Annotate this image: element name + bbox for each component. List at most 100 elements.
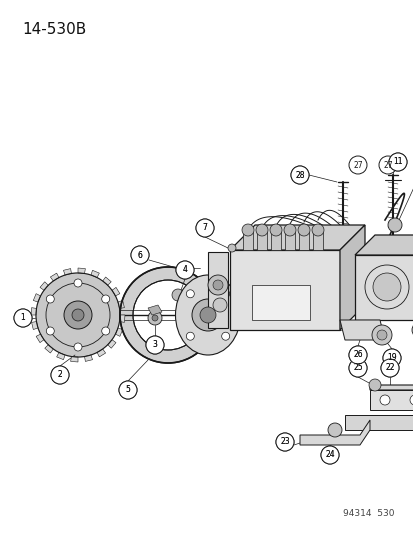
Polygon shape	[118, 301, 124, 309]
Polygon shape	[71, 357, 78, 362]
Circle shape	[269, 224, 281, 236]
Circle shape	[388, 153, 406, 171]
Circle shape	[380, 359, 398, 377]
Polygon shape	[354, 255, 413, 320]
Text: 22: 22	[385, 364, 394, 373]
Circle shape	[378, 156, 396, 174]
Polygon shape	[115, 328, 122, 336]
Circle shape	[327, 423, 341, 437]
Circle shape	[51, 366, 69, 384]
Circle shape	[376, 330, 386, 340]
Circle shape	[283, 224, 295, 236]
Circle shape	[131, 246, 149, 264]
Circle shape	[348, 359, 366, 377]
Polygon shape	[40, 282, 48, 290]
Text: 19: 19	[386, 353, 396, 362]
Polygon shape	[31, 308, 36, 315]
Text: 27: 27	[352, 160, 362, 169]
Circle shape	[64, 301, 92, 329]
Circle shape	[380, 359, 398, 377]
Circle shape	[72, 309, 84, 321]
Circle shape	[119, 381, 137, 399]
Text: 28: 28	[294, 171, 304, 180]
Polygon shape	[50, 273, 59, 281]
Polygon shape	[133, 280, 202, 350]
Polygon shape	[78, 268, 85, 273]
Polygon shape	[207, 252, 228, 328]
Polygon shape	[298, 232, 308, 250]
Circle shape	[177, 263, 187, 273]
Polygon shape	[107, 340, 116, 348]
Polygon shape	[102, 277, 111, 285]
Circle shape	[102, 327, 109, 335]
Text: 22: 22	[385, 364, 394, 373]
Circle shape	[387, 218, 401, 232]
Circle shape	[221, 290, 229, 298]
Circle shape	[311, 224, 323, 236]
Polygon shape	[339, 225, 364, 330]
Circle shape	[176, 261, 194, 279]
Text: 4: 4	[182, 265, 187, 274]
Text: 24: 24	[324, 450, 334, 459]
Polygon shape	[242, 232, 252, 250]
Polygon shape	[284, 232, 294, 250]
Polygon shape	[312, 232, 322, 250]
Circle shape	[146, 336, 164, 354]
Polygon shape	[31, 321, 38, 329]
Circle shape	[371, 325, 391, 345]
Circle shape	[348, 346, 366, 364]
Ellipse shape	[175, 275, 240, 355]
Circle shape	[74, 279, 82, 287]
Polygon shape	[256, 232, 266, 250]
Polygon shape	[344, 415, 413, 430]
Polygon shape	[230, 250, 339, 330]
Polygon shape	[369, 390, 413, 410]
Polygon shape	[57, 352, 65, 360]
Polygon shape	[252, 285, 309, 320]
Polygon shape	[97, 349, 105, 357]
Polygon shape	[45, 345, 53, 353]
Text: 26: 26	[352, 351, 362, 359]
Circle shape	[290, 166, 308, 184]
Circle shape	[275, 433, 293, 451]
Circle shape	[379, 395, 389, 405]
Text: 23: 23	[280, 438, 289, 447]
Text: 19: 19	[386, 353, 396, 362]
Text: 6: 6	[137, 251, 142, 260]
Circle shape	[348, 156, 366, 174]
Circle shape	[275, 433, 293, 451]
Polygon shape	[147, 305, 161, 315]
Circle shape	[207, 275, 228, 295]
Circle shape	[242, 224, 254, 236]
Circle shape	[14, 309, 32, 327]
Circle shape	[320, 446, 338, 464]
Polygon shape	[119, 315, 125, 322]
Polygon shape	[230, 225, 364, 250]
Circle shape	[297, 224, 309, 236]
Circle shape	[195, 219, 214, 237]
Polygon shape	[339, 320, 384, 340]
Text: 11: 11	[392, 157, 402, 166]
Text: 28: 28	[294, 171, 304, 180]
Circle shape	[372, 273, 400, 301]
Polygon shape	[36, 334, 44, 343]
Text: 26: 26	[352, 351, 362, 359]
Circle shape	[186, 290, 194, 298]
Polygon shape	[120, 267, 216, 363]
Polygon shape	[369, 355, 413, 390]
Circle shape	[74, 343, 82, 351]
Circle shape	[290, 166, 308, 184]
Text: 23: 23	[280, 438, 289, 447]
Circle shape	[46, 327, 54, 335]
Polygon shape	[91, 270, 99, 278]
Polygon shape	[63, 269, 71, 275]
Circle shape	[221, 332, 229, 340]
Circle shape	[388, 153, 406, 171]
Circle shape	[348, 346, 366, 364]
Polygon shape	[36, 273, 120, 357]
Circle shape	[199, 307, 216, 323]
Text: 5: 5	[125, 385, 130, 394]
Circle shape	[192, 299, 223, 331]
Circle shape	[195, 219, 214, 237]
Circle shape	[102, 295, 109, 303]
